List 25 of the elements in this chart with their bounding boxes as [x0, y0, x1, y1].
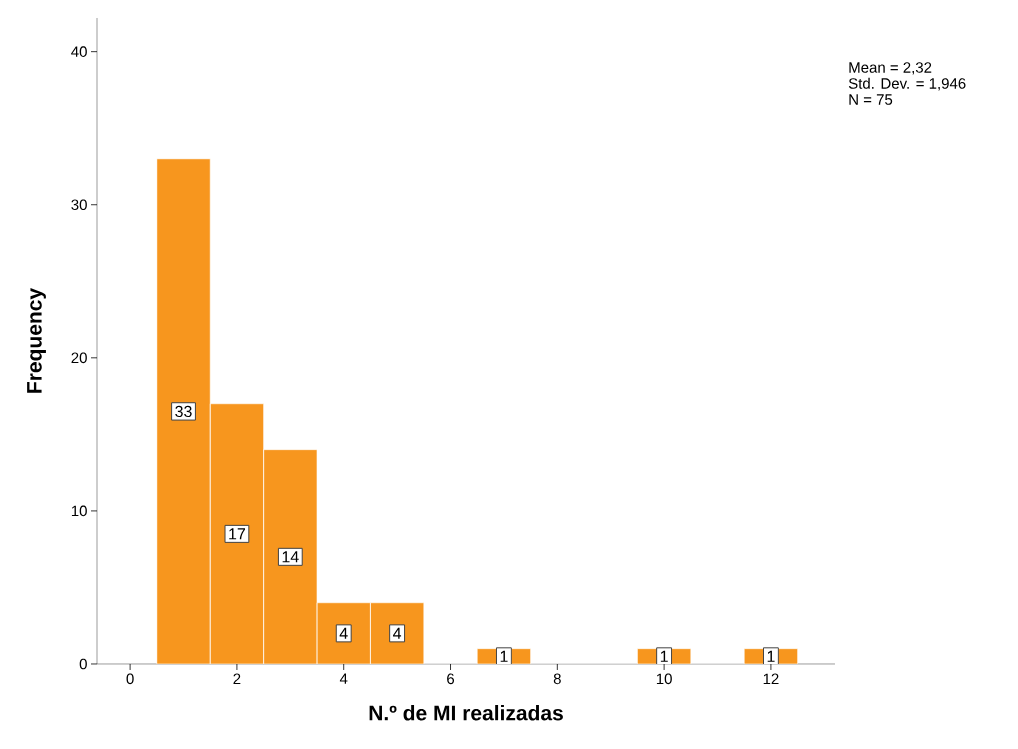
data-label: 14 — [282, 551, 299, 563]
x-tick-label: 10 — [656, 673, 672, 685]
data-label: 1 — [767, 650, 775, 662]
data-label: 1 — [500, 650, 508, 662]
text: Std. Dev. = 1,946 — [848, 77, 966, 91]
y-tick-label: 40 — [71, 46, 87, 57]
data-label: 4 — [393, 627, 402, 639]
data-label: 17 — [229, 528, 246, 540]
data-label: 4 — [339, 627, 348, 639]
y-axis-title: Frequency — [27, 288, 46, 393]
x-tick-label: 2 — [233, 673, 241, 684]
x-tick-label: 8 — [553, 673, 561, 685]
text: Mean = 2,32 — [849, 62, 932, 75]
data-label: 1 — [660, 650, 668, 662]
text: N = 75 — [849, 94, 893, 105]
x-tick-label: 12 — [763, 673, 779, 684]
y-tick-label: 0 — [79, 658, 87, 670]
y-tick-label: 20 — [71, 352, 87, 364]
x-tick-label: 0 — [126, 673, 134, 685]
x-axis-title: N.º de MI realizadas — [369, 705, 563, 721]
x-tick-label: 4 — [339, 673, 348, 684]
x-tick-label: 6 — [447, 673, 455, 685]
y-tick-label: 10 — [71, 505, 87, 517]
data-label: 33 — [175, 405, 192, 418]
y-tick-label: 30 — [71, 199, 87, 211]
